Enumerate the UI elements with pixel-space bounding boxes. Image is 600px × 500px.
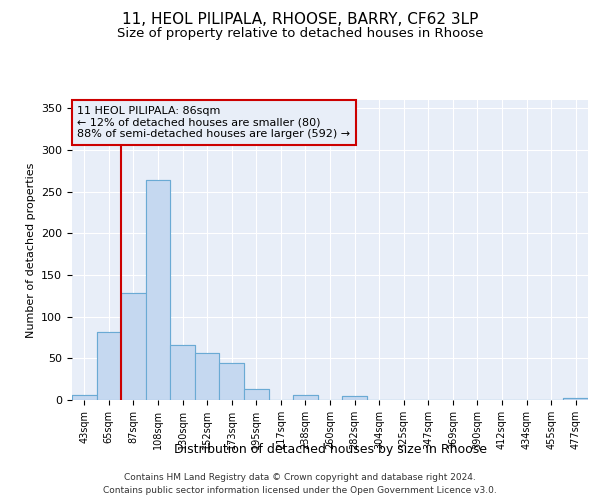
Text: Size of property relative to detached houses in Rhoose: Size of property relative to detached ho… [117,28,483,40]
Bar [244,389,269,400]
Bar [293,395,318,400]
Bar [293,395,318,400]
Text: 11, HEOL PILIPALA, RHOOSE, BARRY, CF62 3LP: 11, HEOL PILIPALA, RHOOSE, BARRY, CF62 3… [122,12,478,28]
Bar [97,332,121,400]
Bar [121,294,146,400]
Bar [121,294,146,400]
Bar [146,180,170,400]
Bar [195,352,220,400]
Bar [220,362,244,400]
Bar [244,389,269,400]
Bar [195,352,220,400]
Text: Distribution of detached houses by size in Rhoose: Distribution of detached houses by size … [173,442,487,456]
Bar [170,345,195,400]
Bar [220,362,244,400]
Bar [72,395,97,400]
Bar [146,180,170,400]
Bar [170,345,195,400]
Text: Contains HM Land Registry data © Crown copyright and database right 2024.: Contains HM Land Registry data © Crown c… [124,472,476,482]
Bar [563,398,588,400]
Text: Contains public sector information licensed under the Open Government Licence v3: Contains public sector information licen… [103,486,497,495]
Bar [563,398,588,400]
Text: 11 HEOL PILIPALA: 86sqm
← 12% of detached houses are smaller (80)
88% of semi-de: 11 HEOL PILIPALA: 86sqm ← 12% of detache… [77,106,350,139]
Bar [342,396,367,400]
Bar [72,395,97,400]
Y-axis label: Number of detached properties: Number of detached properties [26,162,35,338]
Bar [97,332,121,400]
Bar [342,396,367,400]
